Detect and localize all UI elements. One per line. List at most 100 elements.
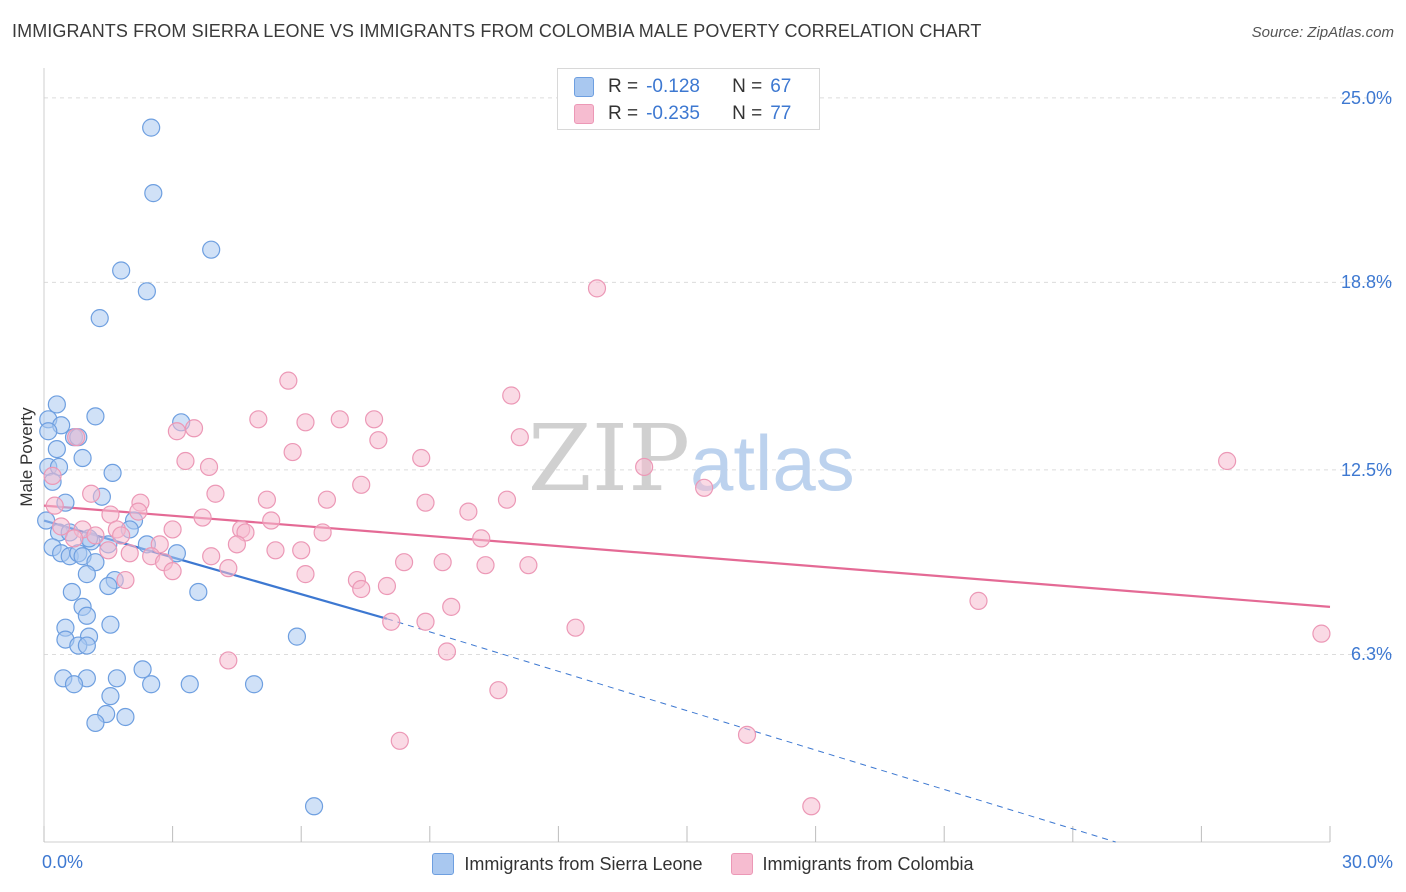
trend-line-pink <box>43 504 1331 608</box>
point-pink-50 <box>202 547 221 566</box>
point-blue-63 <box>86 713 105 733</box>
watermark-atlas: atlas <box>690 419 855 507</box>
point-blue-4 <box>137 282 156 301</box>
point-pink-32 <box>193 508 212 527</box>
legend-r-label: R = <box>608 103 639 124</box>
point-blue-58 <box>180 675 199 694</box>
point-pink-51 <box>266 541 285 560</box>
source-value[interactable]: ZipAtlas.com <box>1307 24 1394 41</box>
point-blue-51 <box>77 636 96 655</box>
point-pink-67 <box>382 612 401 631</box>
point-pink-21 <box>206 484 225 503</box>
point-pink-66 <box>442 597 461 616</box>
point-pink-30 <box>459 502 478 521</box>
point-pink-43 <box>64 529 84 548</box>
legend-swatch-sierra-leone <box>574 77 594 97</box>
point-blue-2 <box>202 240 221 259</box>
point-pink-40 <box>313 523 332 542</box>
point-pink-9 <box>67 428 86 447</box>
point-pink-34 <box>52 517 71 536</box>
correlation-legend: R = -0.128 N = 67 R = -0.235 N = 77 <box>557 68 820 130</box>
point-pink-58 <box>219 559 238 578</box>
point-blue-60 <box>101 687 120 706</box>
point-pink-1 <box>279 371 298 390</box>
legend-swatch-sierra-leone <box>432 853 455 875</box>
point-pink-20 <box>82 484 101 503</box>
point-pink-71 <box>437 642 457 661</box>
point-pink-10 <box>369 431 388 450</box>
point-pink-64 <box>377 576 397 596</box>
point-pink-52 <box>292 541 311 560</box>
point-pink-6 <box>364 410 384 429</box>
point-pink-18 <box>43 466 62 485</box>
point-pink-29 <box>129 502 148 521</box>
point-pink-4 <box>296 413 315 432</box>
point-pink-46 <box>227 535 246 554</box>
point-blue-9 <box>39 422 58 441</box>
data-points <box>37 118 1331 816</box>
point-blue-57 <box>142 675 161 694</box>
point-blue-64 <box>304 797 324 816</box>
legend-n-label: N = <box>732 76 763 97</box>
point-blue-40 <box>99 576 118 596</box>
point-pink-24 <box>257 490 277 509</box>
legend-label-colombia: Immigrants from Colombia <box>762 853 974 874</box>
point-pink-19 <box>352 475 371 494</box>
legend-item-sierra-leone[interactable]: Immigrants from Sierra Leone <box>432 853 703 875</box>
point-pink-74 <box>737 725 757 744</box>
legend-label-sierra-leone: Immigrants from Sierra Leone <box>464 853 703 874</box>
source-label: Source: <box>1251 24 1304 41</box>
point-pink-61 <box>116 570 135 590</box>
y-axis-label: Male Poverty <box>17 407 36 507</box>
point-pink-37 <box>163 520 182 539</box>
point-pink-14 <box>176 451 195 471</box>
point-pink-16 <box>635 457 654 477</box>
point-blue-18 <box>103 463 122 483</box>
point-blue-5 <box>90 309 109 328</box>
point-pink-65 <box>969 591 988 610</box>
point-pink-26 <box>416 493 435 512</box>
point-pink-48 <box>120 544 139 563</box>
watermark: ZIP atlas <box>528 405 855 512</box>
x-tick-label-0: 0.0% <box>42 852 84 872</box>
point-pink-53 <box>394 553 414 572</box>
point-blue-59 <box>244 675 264 694</box>
legend-item-colombia[interactable]: Immigrants from Colombia <box>730 853 974 875</box>
point-pink-12 <box>283 442 302 462</box>
point-blue-52 <box>133 660 152 679</box>
point-pink-42 <box>112 526 131 545</box>
point-pink-17 <box>1218 451 1237 471</box>
chart-title: IMMIGRANTS FROM SIERRA LEONE VS IMMIGRAN… <box>12 21 982 41</box>
watermark-zip: ZIP <box>528 405 690 512</box>
legend-r-value-colombia: -0.235 <box>646 103 700 124</box>
point-pink-73 <box>489 681 508 700</box>
point-pink-27 <box>497 490 517 509</box>
point-pink-70 <box>1312 624 1331 643</box>
series-pink <box>43 279 1331 816</box>
point-pink-76 <box>802 797 821 816</box>
point-blue-42 <box>189 582 208 602</box>
point-pink-28 <box>45 496 64 515</box>
legend-swatch-colombia <box>730 853 753 875</box>
point-pink-15 <box>199 457 219 477</box>
y-tick-label-3: 25.0% <box>1340 87 1392 108</box>
y-tick-label-2: 18.8% <box>1340 272 1392 293</box>
point-pink-41 <box>86 526 105 545</box>
point-pink-11 <box>510 428 529 447</box>
point-pink-3 <box>249 410 268 429</box>
x-tick-label-1: 30.0% <box>1341 852 1393 872</box>
legend-n-label: N = <box>732 103 763 124</box>
point-pink-8 <box>184 419 204 438</box>
point-blue-15 <box>73 448 92 468</box>
point-pink-13 <box>412 448 431 468</box>
point-blue-38 <box>77 565 96 584</box>
legend-n-value-sierra-leone: 67 <box>770 76 792 97</box>
point-pink-60 <box>296 565 315 584</box>
point-blue-1 <box>144 184 163 203</box>
legend-row-sierra-leone: R = -0.128 N = 67 <box>574 74 791 100</box>
point-blue-56 <box>64 675 84 694</box>
point-pink-22 <box>695 478 714 497</box>
point-pink-56 <box>519 556 538 575</box>
legend-row-colombia: R = -0.235 N = 77 <box>574 101 791 127</box>
